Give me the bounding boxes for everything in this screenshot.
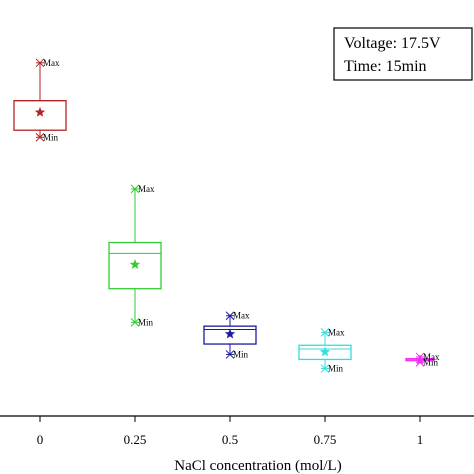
box-3 (298, 344, 352, 361)
max-label-1: Max (138, 184, 155, 194)
annotation-voltage: Voltage: 17.5V (344, 35, 441, 52)
mean-star-2 (224, 328, 236, 339)
max-marker-0 (35, 58, 45, 68)
x-tick-label-1: 0.25 (124, 432, 147, 447)
mean-star-1 (129, 259, 141, 270)
min-marker-2 (225, 350, 235, 359)
max-marker-3 (320, 328, 330, 337)
box-1 (108, 241, 162, 290)
box-0 (13, 100, 67, 131)
mean-star-0 (34, 106, 46, 117)
annotation-time: Time: 15min (344, 58, 427, 75)
annotation-box: Voltage: 17.5V Time: 15min (333, 27, 473, 81)
min-marker-0 (35, 132, 45, 142)
min-label-2: Min (233, 349, 249, 359)
box-series-1: Max Min (108, 184, 162, 327)
min-label-1: Min (138, 317, 154, 327)
min-marker-4 (415, 357, 425, 367)
max-label-3: Max (328, 327, 345, 337)
x-axis-label: NaCl concentration (mol/L) (174, 458, 341, 474)
box-2 (203, 325, 257, 345)
x-tick-label-2: 0.5 (222, 432, 238, 447)
min-label-3: Min (328, 364, 344, 374)
x-ticks: 0 0.25 0.5 0.75 1 (37, 416, 424, 447)
min-label-4: Min (423, 357, 439, 367)
box-series-3: Max Min (298, 327, 352, 374)
max-label-4: Max (423, 352, 440, 362)
box-series-2: Max Min (203, 311, 257, 359)
x-tick-label-0: 0 (37, 432, 44, 447)
annotation-frame (333, 27, 473, 81)
min-marker-1 (130, 318, 140, 327)
mean-star-3 (319, 346, 331, 357)
x-tick-label-4: 1 (417, 432, 424, 447)
box-series-0: Max Min (13, 58, 67, 142)
max-marker-2 (225, 311, 235, 321)
max-marker-1 (130, 184, 140, 194)
mean-star-4 (414, 354, 426, 365)
max-label-0: Max (43, 58, 60, 68)
min-marker-3 (320, 364, 330, 373)
min-label-0: Min (43, 132, 59, 142)
x-tick-label-3: 0.75 (314, 432, 337, 447)
max-label-2: Max (233, 311, 250, 321)
